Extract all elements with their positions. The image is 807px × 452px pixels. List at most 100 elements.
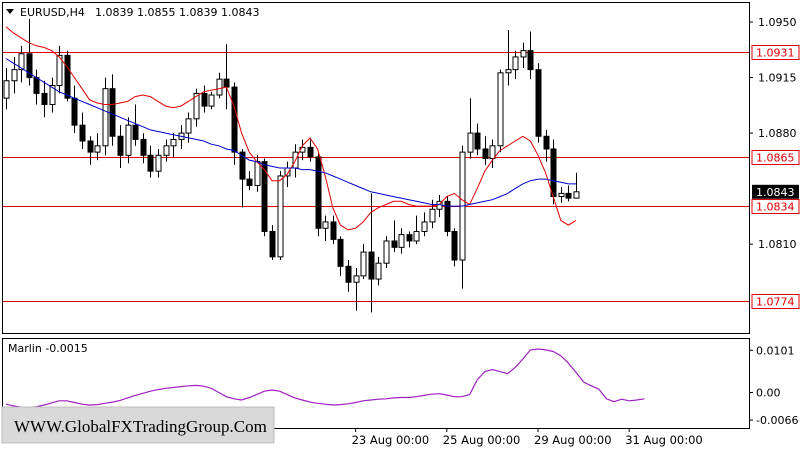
candle-body xyxy=(368,251,375,280)
candle-body xyxy=(64,54,71,99)
candle xyxy=(406,231,413,248)
candle-body xyxy=(140,138,147,156)
candle-body xyxy=(482,148,489,159)
candle xyxy=(421,212,428,237)
candle xyxy=(573,172,580,199)
horizontal-levels xyxy=(3,52,749,302)
candle xyxy=(49,77,56,113)
level-tag-label: 1.0774 xyxy=(756,296,795,309)
candle-body xyxy=(360,251,367,277)
candle-body xyxy=(429,208,436,223)
candle-body xyxy=(512,56,519,71)
candle xyxy=(527,31,534,80)
candle-body xyxy=(193,92,200,120)
candle xyxy=(277,171,284,261)
candle-body xyxy=(550,148,557,198)
candle xyxy=(391,220,398,253)
moving-average-blue xyxy=(5,58,576,207)
candle-body xyxy=(284,167,291,177)
y-tick-label: 1.0950 xyxy=(758,16,797,29)
candle-body xyxy=(3,80,10,99)
indicator-y-tick-label: -0.0066 xyxy=(756,414,798,427)
candle-body xyxy=(398,234,405,248)
candle xyxy=(102,77,109,156)
level-tag xyxy=(751,150,800,165)
candle-body xyxy=(56,54,63,86)
candle xyxy=(26,18,33,86)
candle-body xyxy=(254,161,261,186)
candle-body xyxy=(535,69,542,137)
candle xyxy=(375,256,382,286)
candle-body xyxy=(573,191,580,199)
candle xyxy=(125,117,132,164)
candle-body xyxy=(155,154,162,172)
candle-body xyxy=(132,124,139,140)
candle xyxy=(261,158,268,237)
symbol-label: EURUSD,H4 xyxy=(20,6,85,19)
candle-body xyxy=(87,140,94,153)
candle xyxy=(193,88,200,127)
y-tick-label: 1.0915 xyxy=(758,72,797,85)
candle xyxy=(512,50,519,80)
candle-body xyxy=(277,175,284,258)
candle-body xyxy=(41,92,48,106)
level-tag xyxy=(751,45,800,60)
candle xyxy=(79,112,86,149)
candle xyxy=(520,42,527,69)
candle-body xyxy=(216,78,223,96)
candle-body xyxy=(223,78,230,88)
candle xyxy=(444,196,451,237)
candle xyxy=(489,139,496,168)
candle xyxy=(147,145,154,178)
candle-body xyxy=(375,262,382,280)
watermark-text: WWW.GlobalFXTradingGroup.Com xyxy=(14,417,267,436)
candle xyxy=(353,267,360,311)
candle-body xyxy=(527,50,534,71)
candle-body xyxy=(239,151,246,180)
candle-body xyxy=(391,240,398,248)
level-tag-label: 1.0865 xyxy=(756,152,795,165)
menu-triangle-icon[interactable] xyxy=(6,9,14,14)
candle-body xyxy=(451,230,458,261)
level-tag xyxy=(751,294,800,309)
candle xyxy=(155,148,162,178)
candle-body xyxy=(231,86,238,153)
candle-body xyxy=(109,88,116,137)
candle-body xyxy=(26,53,33,79)
candle xyxy=(208,91,215,110)
candle-body xyxy=(185,118,192,134)
candle xyxy=(383,236,390,268)
candle-body xyxy=(322,221,329,229)
price-tags: 1.0931 1.0865 1.0834 1.0774 1.0843 xyxy=(751,45,800,309)
y-tick-label: 1.0810 xyxy=(758,238,797,251)
x-tick-label: 29 Aug 00:00 xyxy=(534,433,612,447)
candle-body xyxy=(489,145,496,159)
candle-body xyxy=(383,240,390,264)
candle xyxy=(368,193,375,313)
candle xyxy=(239,148,246,208)
candle xyxy=(94,133,101,161)
indicator-axis: 0.0101 0.00 -0.0066 xyxy=(749,344,798,427)
candle xyxy=(307,139,314,162)
candle xyxy=(543,129,550,162)
candle-body xyxy=(71,97,78,126)
candle-body xyxy=(147,154,154,172)
candle xyxy=(345,260,352,292)
candle-body xyxy=(421,221,428,232)
candle-body xyxy=(246,178,253,186)
candle-body xyxy=(18,53,25,71)
indicator-y-tick-label: 0.00 xyxy=(756,386,781,399)
candle xyxy=(337,236,344,276)
y-tick-label: 1.0880 xyxy=(758,127,797,140)
candle-body xyxy=(208,94,215,107)
ohlc-label: 1.0839 1.0855 1.0839 1.0843 xyxy=(95,6,259,19)
candle xyxy=(505,29,512,86)
candle xyxy=(558,187,565,203)
candle-body xyxy=(337,238,344,267)
candle xyxy=(87,136,94,165)
current-price-tag xyxy=(752,184,799,199)
current-price-label: 1.0843 xyxy=(756,186,795,199)
candle-body xyxy=(558,192,565,198)
candle-body xyxy=(33,77,40,94)
candle-body xyxy=(307,146,314,158)
